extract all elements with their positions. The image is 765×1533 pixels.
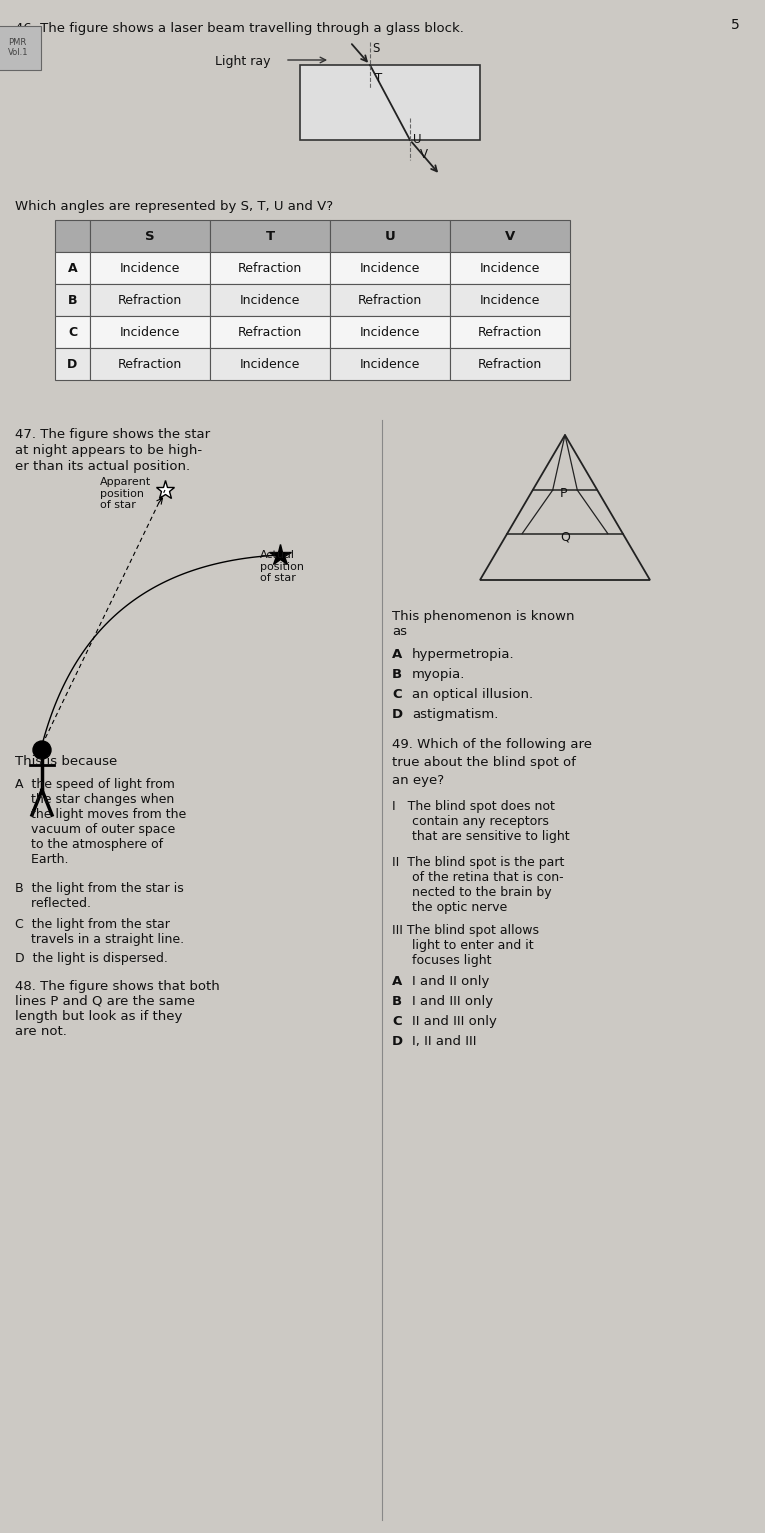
Text: D: D [392, 708, 403, 721]
Bar [90, 221, 210, 251]
Text: B  the light from the star is
    reflected.: B the light from the star is reflected. [15, 881, 184, 911]
Text: II  The blind spot is the part
     of the retina that is con-
     nected to th: II The blind spot is the part of the ret… [392, 855, 565, 914]
Bar [450, 251, 570, 284]
Text: T: T [265, 230, 275, 242]
Text: This is because: This is because [15, 754, 117, 768]
Text: astigmatism.: astigmatism. [412, 708, 498, 721]
Bar [450, 316, 570, 348]
Bar [90, 284, 210, 316]
Bar [450, 284, 570, 316]
Text: I and III only: I and III only [412, 995, 493, 1009]
Text: A  the speed of light from
    the star changes when
    the light moves from th: A the speed of light from the star chang… [15, 779, 186, 866]
Text: U: U [385, 230, 396, 242]
Text: Incidence: Incidence [360, 262, 420, 274]
Text: Refraction: Refraction [478, 357, 542, 371]
Bar [210, 284, 330, 316]
Text: C: C [392, 1015, 402, 1029]
Text: 46. The figure shows a laser beam travelling through a glass block.: 46. The figure shows a laser beam travel… [15, 21, 464, 35]
Bar [300, 64, 480, 140]
Text: D  the light is dispersed.: D the light is dispersed. [15, 952, 168, 964]
Text: at night appears to be high-: at night appears to be high- [15, 445, 202, 457]
Text: Incidence: Incidence [120, 262, 181, 274]
Text: Refraction: Refraction [478, 325, 542, 339]
Text: V: V [505, 230, 515, 242]
Text: U: U [413, 133, 422, 146]
Text: hypermetropia.: hypermetropia. [412, 648, 515, 661]
Text: A: A [392, 975, 402, 987]
Text: S: S [145, 230, 155, 242]
Text: Incidence: Incidence [480, 262, 540, 274]
Text: II and III only: II and III only [412, 1015, 497, 1029]
Bar [330, 221, 450, 251]
Text: B: B [392, 668, 402, 681]
Text: D: D [67, 357, 77, 371]
Text: T: T [375, 72, 382, 84]
Text: A: A [392, 648, 402, 661]
Text: Refraction: Refraction [358, 293, 422, 307]
Text: C  the light from the star
    travels in a straight line.: C the light from the star travels in a s… [15, 918, 184, 946]
Circle shape [33, 740, 51, 759]
Text: Refraction: Refraction [118, 357, 182, 371]
Bar [90, 348, 210, 380]
Text: B: B [392, 995, 402, 1009]
Text: III The blind spot allows
     light to enter and it
     focuses light: III The blind spot allows light to enter… [392, 924, 539, 967]
Text: 5: 5 [731, 18, 740, 32]
Text: S: S [372, 41, 379, 55]
Bar [330, 316, 450, 348]
Bar [210, 316, 330, 348]
Text: Refraction: Refraction [238, 262, 302, 274]
Bar [210, 221, 330, 251]
Bar [210, 251, 330, 284]
Text: Incidence: Incidence [480, 293, 540, 307]
Text: Actual
position
of star: Actual position of star [260, 550, 304, 583]
Text: 49. Which of the following are: 49. Which of the following are [392, 737, 592, 751]
Text: C: C [392, 688, 402, 701]
Text: Incidence: Incidence [120, 325, 181, 339]
Text: B: B [68, 293, 77, 307]
Bar [55, 251, 90, 284]
Text: an eye?: an eye? [392, 774, 444, 786]
Bar [330, 348, 450, 380]
Text: Incidence: Incidence [239, 357, 300, 371]
Text: Which angles are represented by S, T, U and V?: Which angles are represented by S, T, U … [15, 199, 333, 213]
Text: I, II and III: I, II and III [412, 1035, 477, 1049]
Text: er than its actual position.: er than its actual position. [15, 460, 190, 474]
Text: A: A [67, 262, 77, 274]
Text: V: V [420, 149, 428, 161]
Bar [55, 284, 90, 316]
Text: I   The blind spot does not
     contain any receptors
     that are sensitive t: I The blind spot does not contain any re… [392, 800, 570, 843]
Bar [450, 221, 570, 251]
Text: Incidence: Incidence [239, 293, 300, 307]
Bar [450, 348, 570, 380]
Text: Light ray: Light ray [215, 55, 271, 67]
Bar [330, 251, 450, 284]
Text: Refraction: Refraction [238, 325, 302, 339]
Text: D: D [392, 1035, 403, 1049]
Bar [55, 348, 90, 380]
Text: C: C [68, 325, 77, 339]
Text: true about the blind spot of: true about the blind spot of [392, 756, 576, 770]
Bar [210, 348, 330, 380]
Text: Incidence: Incidence [360, 357, 420, 371]
Text: Apparent
position
of star: Apparent position of star [100, 477, 151, 510]
Text: PMR
Vol.1: PMR Vol.1 [8, 38, 28, 57]
Text: Incidence: Incidence [360, 325, 420, 339]
Text: This phenomenon is known
as: This phenomenon is known as [392, 610, 575, 638]
Text: Refraction: Refraction [118, 293, 182, 307]
Text: myopia.: myopia. [412, 668, 465, 681]
Text: I and II only: I and II only [412, 975, 490, 987]
Text: 47. The figure shows the star: 47. The figure shows the star [15, 428, 210, 442]
Bar [90, 316, 210, 348]
Text: an optical illusion.: an optical illusion. [412, 688, 533, 701]
Bar [55, 316, 90, 348]
Text: P: P [560, 487, 568, 500]
Text: 48. The figure shows that both
lines P and Q are the same
length but look as if : 48. The figure shows that both lines P a… [15, 980, 220, 1038]
Bar [55, 221, 90, 251]
Bar [330, 284, 450, 316]
Text: Q: Q [560, 530, 570, 544]
Bar [90, 251, 210, 284]
